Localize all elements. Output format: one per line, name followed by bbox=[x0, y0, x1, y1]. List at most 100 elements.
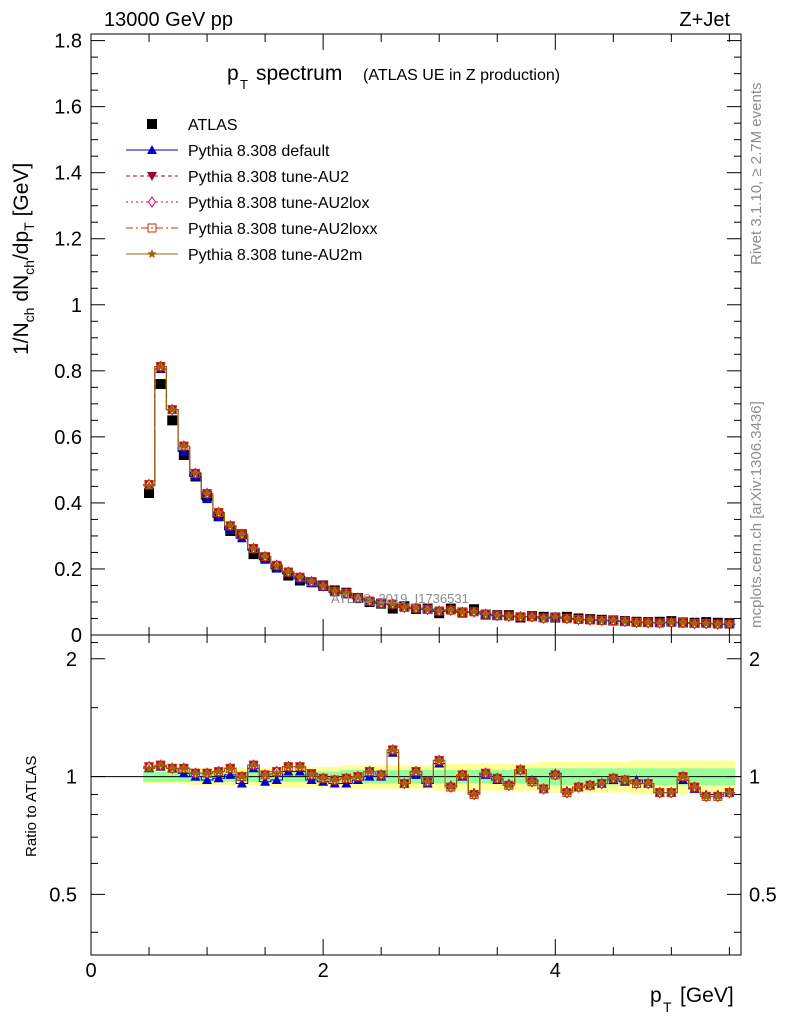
ratio-point-4 bbox=[179, 763, 189, 773]
main-point-4 bbox=[318, 580, 328, 591]
main-point-4 bbox=[550, 612, 561, 622]
ratio-point-4 bbox=[666, 787, 677, 797]
ratio-point-0 bbox=[236, 778, 247, 788]
main-point-4 bbox=[701, 618, 711, 628]
ratio-point-4 bbox=[167, 763, 178, 773]
main-point-4 bbox=[527, 611, 537, 621]
legend-marker-1 bbox=[147, 145, 157, 154]
x-tick-label: 2 bbox=[318, 960, 329, 982]
ratio-point-4 bbox=[550, 769, 561, 779]
legend-marker-0 bbox=[147, 119, 157, 129]
main-point-4 bbox=[271, 560, 282, 570]
ratio-point-4 bbox=[283, 761, 294, 771]
legend-label-4: Pythia 8.308 tune-AU2loxx bbox=[188, 221, 377, 238]
main-point-4 bbox=[353, 593, 363, 603]
main-point-4 bbox=[364, 595, 375, 606]
x-label-unit: [GeV] bbox=[680, 984, 734, 1007]
main-point-4 bbox=[596, 615, 607, 625]
x-axis-label: p T [GeV] bbox=[650, 984, 734, 1015]
main-point-4 bbox=[434, 606, 444, 616]
main-point-4 bbox=[666, 617, 677, 627]
atlas-point bbox=[144, 488, 155, 499]
ratio-point-4 bbox=[341, 773, 352, 783]
title-p: p bbox=[227, 62, 239, 85]
ratio-point-4 bbox=[376, 769, 386, 779]
ratio-panel: 0.5 0.5 1 1 2 2 0 2 4 bbox=[49, 634, 777, 982]
energy-label: 13000 GeV pp bbox=[104, 9, 233, 31]
ratio-point-0 bbox=[271, 774, 282, 784]
ratio-point-4 bbox=[353, 771, 363, 781]
ratio-point-4 bbox=[248, 760, 259, 770]
main-point-4 bbox=[678, 617, 688, 627]
ratio-point-4 bbox=[260, 769, 270, 779]
ratio-point-4 bbox=[155, 760, 166, 770]
ratio-point-4 bbox=[504, 780, 514, 790]
y-tick-label: 1.2 bbox=[54, 229, 82, 251]
ratio-point-4 bbox=[388, 744, 398, 754]
main-point-4 bbox=[190, 468, 201, 478]
ratio-point-4 bbox=[144, 763, 154, 773]
ratio-point-4 bbox=[654, 787, 665, 797]
x-tick-label: 0 bbox=[85, 960, 96, 982]
mcplots-label: mcplots.cern.ch [arXiv:1306.3436] bbox=[748, 401, 765, 628]
main-point-4 bbox=[631, 617, 642, 627]
legend-label-5: Pythia 8.308 tune-AU2m bbox=[188, 247, 362, 264]
legend-marker-2 bbox=[147, 172, 157, 181]
ratio-point-4 bbox=[689, 782, 700, 792]
main-point-4 bbox=[643, 617, 653, 627]
x-label-p: p bbox=[650, 984, 662, 1007]
main-y-axis: 0 0.2 0.4 0.6 0.8 1 1.2 1.4 1.6 1.8 bbox=[54, 31, 741, 647]
ratio-point-4 bbox=[434, 755, 444, 765]
main-point-4 bbox=[388, 599, 398, 609]
main-point-4 bbox=[237, 529, 247, 539]
y-tick-label: 1 bbox=[71, 295, 82, 317]
main-point-4 bbox=[585, 614, 595, 624]
ratio-point-4 bbox=[713, 791, 723, 801]
atlas-point bbox=[155, 379, 166, 390]
ratio-tick-label: 0.5 bbox=[49, 884, 77, 906]
ratio-point-4 bbox=[562, 787, 572, 797]
main-point-4 bbox=[457, 607, 468, 617]
main-point-4 bbox=[515, 611, 526, 621]
ratio-point-4 bbox=[190, 768, 201, 778]
title-note: (ATLAS UE in Z production) bbox=[363, 67, 560, 84]
chart-title: p T spectrum (ATLAS UE in Z production) bbox=[227, 62, 560, 92]
ratio-point-4 bbox=[678, 771, 688, 781]
legend-marker-4 bbox=[147, 223, 157, 233]
ratio-point-4 bbox=[446, 782, 456, 792]
main-point-4 bbox=[713, 619, 723, 629]
ratio-point-4 bbox=[457, 769, 468, 779]
ratio-point-4 bbox=[620, 775, 630, 785]
ratio-point-4 bbox=[492, 773, 503, 783]
ratio-point-4 bbox=[225, 763, 236, 773]
main-point-4 bbox=[213, 507, 224, 517]
y-tick-label: 1.6 bbox=[54, 97, 82, 119]
y-tick-label: 0.2 bbox=[54, 559, 82, 581]
ratio-point-4 bbox=[538, 783, 549, 793]
main-point-4 bbox=[654, 617, 665, 628]
ratio-point-4 bbox=[701, 791, 711, 801]
main-point-4 bbox=[724, 619, 735, 629]
title-sub: T bbox=[240, 77, 248, 92]
y-tick-label: 1.4 bbox=[54, 163, 82, 185]
ratio-point-4 bbox=[480, 768, 491, 778]
main-point-4 bbox=[167, 404, 178, 414]
ratio-y-axis: 0.5 0.5 1 1 2 2 bbox=[49, 642, 777, 933]
x-label-sub: T bbox=[663, 999, 672, 1015]
ratio-point-4 bbox=[399, 778, 410, 788]
rivet-label: Rivet 3.1.10, ≥ 2.7M events bbox=[748, 83, 765, 266]
title-word: spectrum bbox=[256, 62, 342, 85]
main-point-4 bbox=[202, 488, 212, 498]
main-x-axis bbox=[90, 34, 730, 635]
y-tick-label: 1.8 bbox=[54, 31, 82, 53]
main-line-4 bbox=[143, 366, 736, 625]
main-point-4 bbox=[225, 520, 236, 530]
ratio-point-4 bbox=[318, 773, 328, 783]
main-point-4 bbox=[620, 616, 630, 626]
ratio-point-4 bbox=[329, 775, 340, 785]
ratio-point-4 bbox=[213, 766, 224, 776]
ratio-point-4 bbox=[271, 768, 282, 778]
main-point-4 bbox=[573, 614, 584, 624]
ratio-frame bbox=[90, 634, 742, 956]
y-axis-label: 1/Nch dNch/dpT [GeV] bbox=[10, 163, 37, 355]
